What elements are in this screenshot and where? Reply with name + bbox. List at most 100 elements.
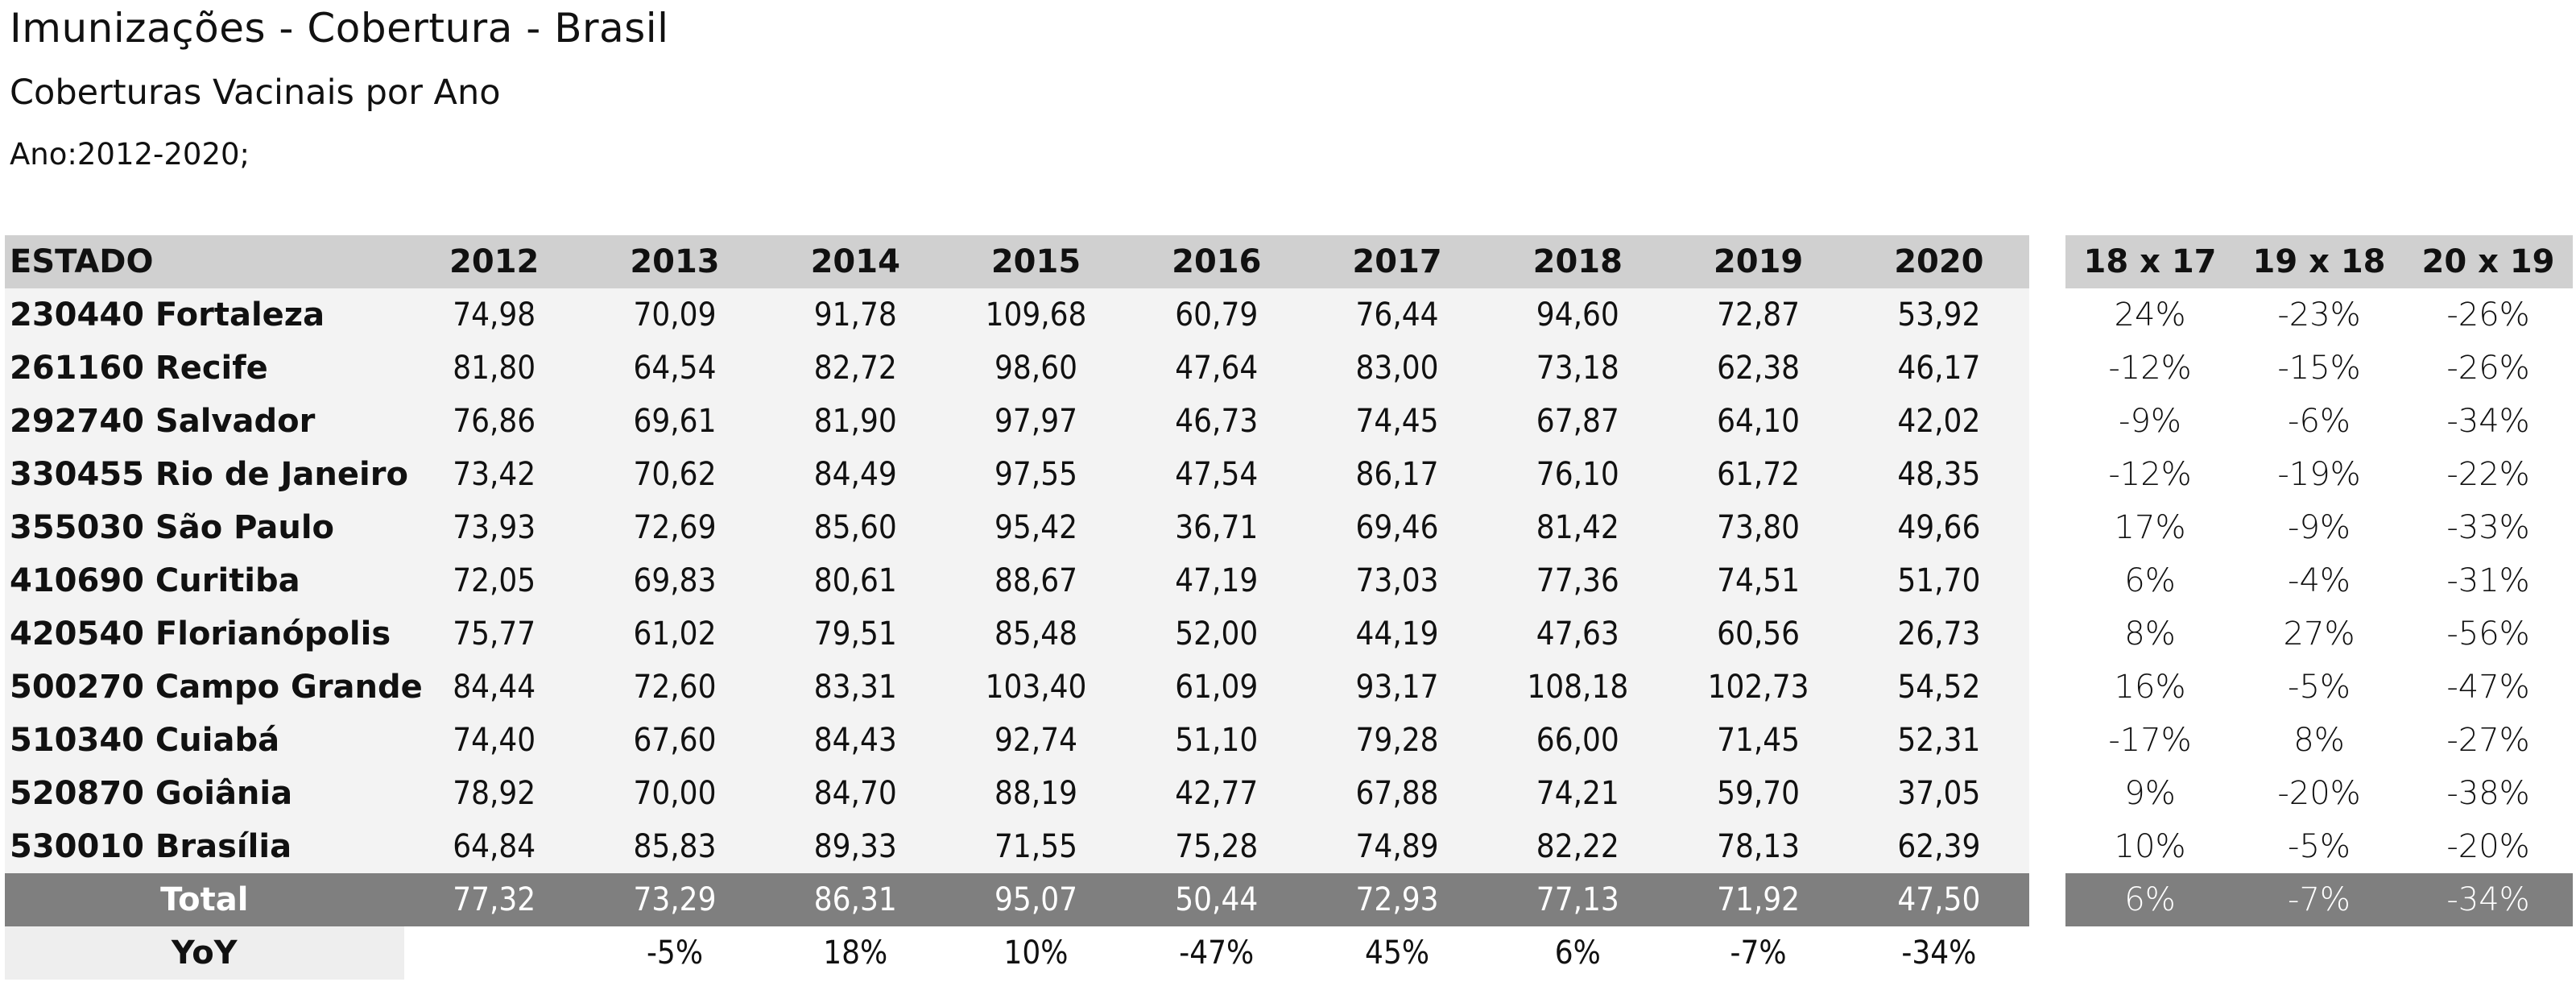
cell-value: 64,84: [403, 820, 585, 873]
cell-value: 93,17: [1306, 661, 1488, 714]
column-header-year: 2014: [765, 235, 946, 288]
cell-value: 84,44: [403, 661, 585, 714]
cell-value: 103,40: [945, 661, 1127, 714]
comparison-cell: 27%: [2235, 607, 2404, 661]
total-value: 71,92: [1668, 873, 1849, 926]
comparison-cell: -9%: [2235, 501, 2404, 554]
total-value: 72,93: [1306, 873, 1488, 926]
comparison-cell: 24%: [2065, 288, 2235, 342]
cell-value: 69,61: [584, 395, 766, 448]
cell-value: 82,72: [765, 342, 946, 395]
comparison-cell: 8%: [2065, 607, 2235, 661]
cell-value: 47,64: [1126, 342, 1307, 395]
cell-value: 88,67: [945, 554, 1127, 607]
cell-value: 61,72: [1668, 448, 1849, 501]
yoy-label: YoY: [5, 926, 404, 980]
yoy-value: 6%: [1487, 926, 1668, 980]
cell-estado: 355030 São Paulo: [5, 501, 404, 554]
cell-value: 67,87: [1487, 395, 1668, 448]
comparison-total-row: 6% -7% -34%: [2065, 873, 2573, 926]
comparison-cell: -12%: [2065, 448, 2235, 501]
comparison-total-cell: 6%: [2065, 873, 2235, 926]
comparison-cell: 17%: [2065, 501, 2235, 554]
comparison-column-header: 18 x 17: [2065, 235, 2235, 288]
report-title: Imunizações - Cobertura - Brasil: [10, 5, 669, 52]
comparison-cell: -17%: [2065, 714, 2235, 767]
yoy-value: -5%: [584, 926, 766, 980]
cell-value: 79,51: [765, 607, 946, 661]
cell-value: 42,77: [1126, 767, 1307, 820]
cell-value: 62,38: [1668, 342, 1849, 395]
cell-value: 70,09: [584, 288, 766, 342]
cell-value: 83,31: [765, 661, 946, 714]
cell-value: 74,51: [1668, 554, 1849, 607]
cell-value: 92,74: [945, 714, 1127, 767]
cell-value: 52,31: [1848, 714, 2029, 767]
comparison-row: -12% -19% -22%: [2065, 448, 2573, 501]
cell-estado: 520870 Goiânia: [5, 767, 404, 820]
cell-value: 51,10: [1126, 714, 1307, 767]
table-row: 355030 São Paulo 73,93 72,69 85,60 95,42 36,7…: [5, 501, 2029, 554]
table-header-row: ESTADO 2012 2013 2014 2015 2016 2017 2018 2019 20…: [5, 235, 2029, 288]
column-header-year: 2019: [1668, 235, 1849, 288]
cell-estado: 530010 Brasília: [5, 820, 404, 873]
comparison-column-header: 19 x 18: [2235, 235, 2404, 288]
cell-value: 72,60: [584, 661, 766, 714]
comparison-cell: -5%: [2235, 661, 2404, 714]
table-row: 500270 Campo Grande 84,44 72,60 83,31 103,40…: [5, 661, 2029, 714]
cell-value: 81,90: [765, 395, 946, 448]
comparison-row: 9% -20% -38%: [2065, 767, 2573, 820]
cell-estado: 292740 Salvador: [5, 395, 404, 448]
cell-value: 70,62: [584, 448, 766, 501]
cell-value: 97,97: [945, 395, 1127, 448]
cell-value: 51,70: [1848, 554, 2029, 607]
comparison-cell: -22%: [2404, 448, 2573, 501]
comparison-cell: -9%: [2065, 395, 2235, 448]
yoy-value: 10%: [945, 926, 1127, 980]
comparison-cell: -20%: [2235, 767, 2404, 820]
cell-value: 85,60: [765, 501, 946, 554]
cell-value: 67,88: [1306, 767, 1488, 820]
column-header-year: 2012: [403, 235, 585, 288]
cell-value: 69,46: [1306, 501, 1488, 554]
yoy-row: YoY -5% 18% 10% -47% 45% 6% -7% -34%: [5, 926, 2029, 980]
comparison-cell: -27%: [2404, 714, 2573, 767]
comparison-cell: -6%: [2235, 395, 2404, 448]
comparison-row: 17% -9% -33%: [2065, 501, 2573, 554]
cell-value: 47,54: [1126, 448, 1307, 501]
cell-value: 71,55: [945, 820, 1127, 873]
cell-value: 72,87: [1668, 288, 1849, 342]
cell-value: 47,63: [1487, 607, 1668, 661]
comparison-row: -12% -15% -26%: [2065, 342, 2573, 395]
cell-value: 89,33: [765, 820, 946, 873]
coverage-table: ESTADO 2012 2013 2014 2015 2016 2017 2018 2019 20…: [5, 235, 2029, 980]
cell-value: 88,19: [945, 767, 1127, 820]
cell-value: 78,92: [403, 767, 585, 820]
cell-estado: 230440 Fortaleza: [5, 288, 404, 342]
table-row: 510340 Cuiabá 74,40 67,60 84,43 92,74 51,10 79…: [5, 714, 2029, 767]
comparison-cell: 8%: [2235, 714, 2404, 767]
table-row: 520870 Goiânia 78,92 70,00 84,70 88,19 42,77 6…: [5, 767, 2029, 820]
cell-value: 64,10: [1668, 395, 1849, 448]
cell-value: 61,09: [1126, 661, 1307, 714]
cell-value: 53,92: [1848, 288, 2029, 342]
comparison-cell: -26%: [2404, 342, 2573, 395]
comparison-cell: -38%: [2404, 767, 2573, 820]
cell-value: 44,19: [1306, 607, 1488, 661]
cell-value: 109,68: [945, 288, 1127, 342]
yoy-value: 45%: [1306, 926, 1488, 980]
cell-value: 83,00: [1306, 342, 1488, 395]
cell-estado: 330455 Rio de Janeiro: [5, 448, 408, 501]
cell-value: 78,13: [1668, 820, 1849, 873]
cell-estado: 500270 Campo Grande: [5, 661, 423, 714]
cell-value: 48,35: [1848, 448, 2029, 501]
total-row: Total 77,32 73,29 86,31 95,07 50,44 72,93 77,13…: [5, 873, 2029, 926]
cell-value: 98,60: [945, 342, 1127, 395]
cell-value: 81,42: [1487, 501, 1668, 554]
cell-value: 59,70: [1668, 767, 1849, 820]
comparison-cell: -56%: [2404, 607, 2573, 661]
table-row: 230440 Fortaleza 74,98 70,09 91,78 109,68 60,…: [5, 288, 2029, 342]
cell-value: 73,42: [403, 448, 585, 501]
cell-value: 75,77: [403, 607, 585, 661]
cell-value: 47,19: [1126, 554, 1307, 607]
